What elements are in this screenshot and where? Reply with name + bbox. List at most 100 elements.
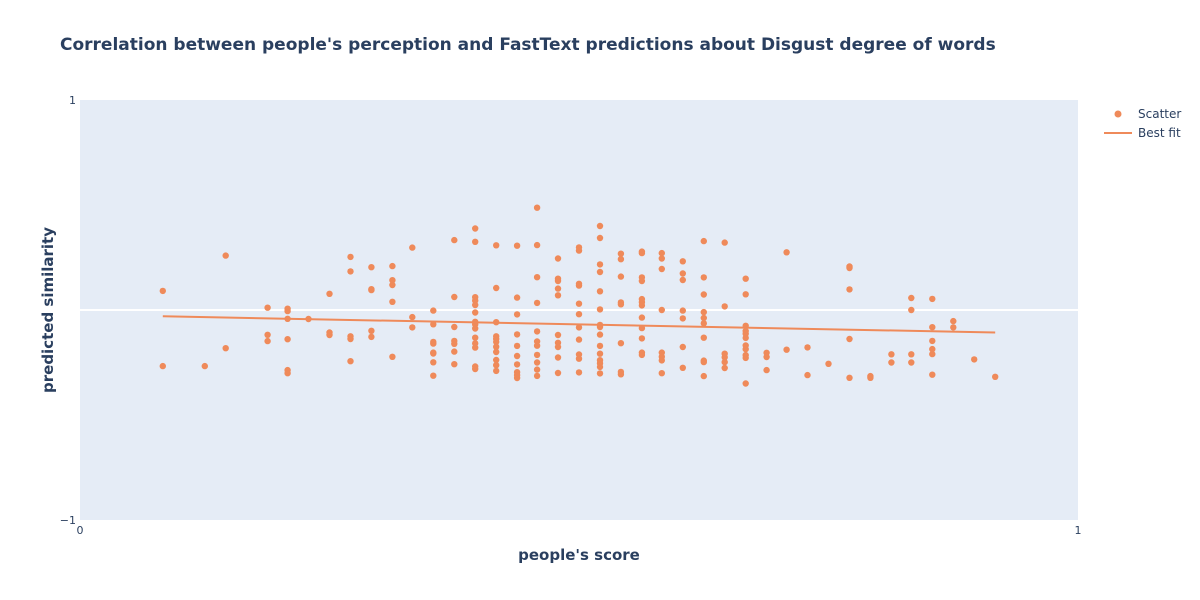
- scatter-point: [264, 337, 271, 345]
- legend-item-best-fit[interactable]: Best fit: [1104, 126, 1181, 140]
- scatter-point: [596, 350, 604, 357]
- scatter-point: [679, 258, 686, 265]
- scatter-point: [742, 291, 749, 298]
- scatter-point: [264, 331, 271, 338]
- scatter-point: [430, 359, 437, 366]
- scatter-point: [596, 288, 604, 295]
- scatter-point: [513, 342, 521, 350]
- scatter-point: [347, 253, 354, 261]
- scatter-point: [867, 374, 874, 381]
- scatter-point: [846, 335, 853, 343]
- scatter-point: [908, 359, 915, 366]
- scatter-point: [368, 327, 375, 334]
- scatter-point: [430, 307, 437, 314]
- scatter-point: [554, 369, 562, 377]
- scatter-point: [430, 372, 437, 379]
- scatter-point: [575, 300, 583, 307]
- scatter-point: [284, 370, 291, 377]
- scatter-point: [846, 286, 853, 293]
- scatter-point: [472, 225, 479, 232]
- scatter-point: [159, 362, 166, 370]
- scatter-point: [554, 292, 562, 299]
- scatter-point: [575, 247, 583, 254]
- scatter-point: [846, 264, 853, 272]
- scatter-point: [533, 351, 541, 359]
- scatter-point: [700, 308, 707, 316]
- scatter-point: [493, 242, 500, 249]
- x-tick-label-1: 1: [1075, 524, 1082, 537]
- scatter-point: [472, 301, 479, 309]
- scatter-point: [721, 364, 728, 372]
- scatter-point: [638, 302, 646, 309]
- scatter-point: [513, 361, 521, 368]
- scatter-point: [451, 340, 458, 347]
- scatter-point: [222, 252, 229, 259]
- scatter-point: [679, 315, 686, 322]
- scatter-point: [513, 374, 521, 382]
- scatter-point: [638, 351, 646, 359]
- scatter-point: [222, 345, 229, 352]
- scatter-point: [679, 270, 686, 277]
- x-axis-title: people's score: [518, 546, 640, 564]
- scatter-point: [575, 355, 583, 362]
- scatter-point: [658, 357, 665, 364]
- scatter-point: [493, 348, 500, 356]
- scatter-point: [846, 374, 853, 381]
- scatter-point: [638, 314, 646, 321]
- scatter-point: [472, 334, 479, 341]
- scatter-point: [617, 301, 625, 308]
- scatter-point: [493, 343, 500, 350]
- scatter-point: [700, 274, 707, 281]
- scatter-point: [554, 331, 562, 339]
- scatter-point: [596, 370, 604, 377]
- scatter-point: [368, 264, 375, 271]
- scatter-point: [430, 350, 437, 357]
- x-tick-label-0: 0: [77, 524, 84, 537]
- scatter-point: [596, 222, 604, 230]
- scatter-point: [575, 282, 583, 289]
- scatter-point: [493, 356, 500, 364]
- data-marks: [159, 204, 999, 387]
- scatter-point: [742, 334, 749, 342]
- scatter-point: [533, 366, 541, 373]
- scatter-point: [950, 324, 957, 331]
- scatter-point: [700, 314, 707, 322]
- scatter-point: [721, 303, 728, 310]
- y-tick-label-1: 1: [69, 94, 76, 107]
- scatter-point: [533, 372, 541, 380]
- legend-scatter-label: Scatter: [1138, 107, 1181, 121]
- scatter-point: [596, 306, 604, 313]
- scatter-point: [575, 336, 583, 343]
- scatter-point: [533, 359, 541, 366]
- chart-title: Correlation between people's perception …: [60, 35, 996, 55]
- scatter-point: [493, 284, 500, 292]
- scatter-point: [679, 364, 686, 371]
- y-tick-label-0: −1: [60, 514, 76, 527]
- scatter-point: [825, 360, 832, 367]
- scatter-point: [700, 291, 707, 298]
- scatter-point: [409, 324, 416, 331]
- scatter-point: [700, 372, 707, 380]
- scatter-point: [347, 268, 354, 275]
- scatter-point: [596, 268, 604, 276]
- scatter-point: [513, 352, 521, 360]
- scatter-point: [472, 238, 479, 245]
- scatter-point: [554, 354, 562, 361]
- scatter-point: [472, 365, 479, 373]
- scatter-point: [201, 362, 208, 370]
- scatter-point: [700, 358, 707, 366]
- scatter-point: [575, 369, 583, 376]
- scatter-point: [658, 370, 665, 377]
- legend: Scatter Best fit: [1104, 107, 1181, 140]
- scatter-point: [763, 366, 770, 374]
- scatter-point: [596, 261, 604, 268]
- scatter-point: [513, 242, 521, 249]
- scatter-point: [472, 325, 479, 332]
- scatter-point: [617, 256, 625, 263]
- y-axis-title: predicted similarity: [39, 227, 57, 393]
- legend-item-scatter[interactable]: Scatter: [1114, 107, 1182, 121]
- scatter-point: [804, 344, 811, 351]
- scatter-point: [368, 286, 375, 294]
- scatter-point: [513, 331, 521, 338]
